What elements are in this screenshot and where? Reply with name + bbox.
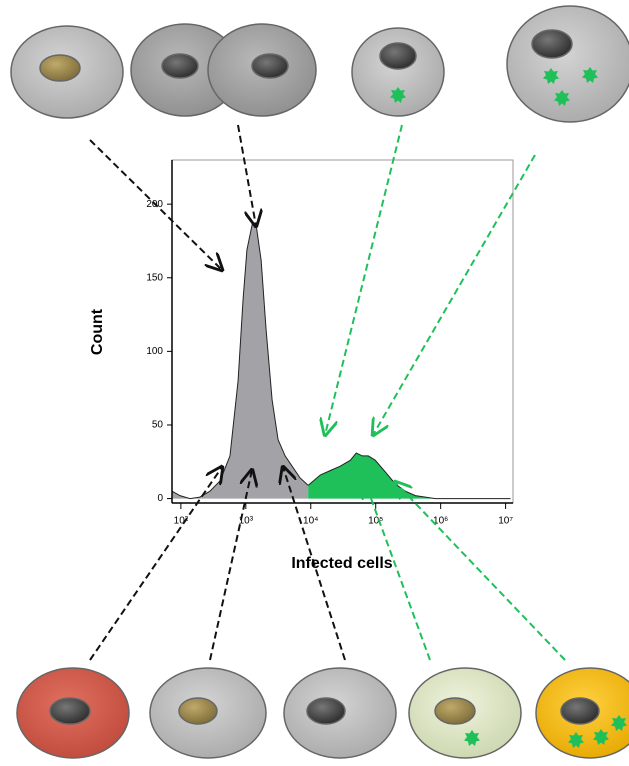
y-tick-label: 0 <box>157 493 163 504</box>
plot-frame <box>172 160 513 503</box>
y-axis-label: Count <box>89 308 106 355</box>
y-tick-label: 50 <box>152 420 164 431</box>
figure: 05010015020010²10³10⁴10⁵10⁶10⁷ Infected … <box>0 0 629 766</box>
y-tick-label: 150 <box>146 272 163 283</box>
x-axis-label: Infected cells <box>291 555 392 572</box>
area-fill <box>308 453 510 499</box>
cells <box>11 6 629 758</box>
y-tick-label: 100 <box>146 346 163 357</box>
x-tick-label: 10⁴ <box>303 516 318 527</box>
x-tick-label: 10⁷ <box>498 516 513 527</box>
x-tick-label: 10² <box>174 516 189 527</box>
area-fill <box>172 225 308 499</box>
